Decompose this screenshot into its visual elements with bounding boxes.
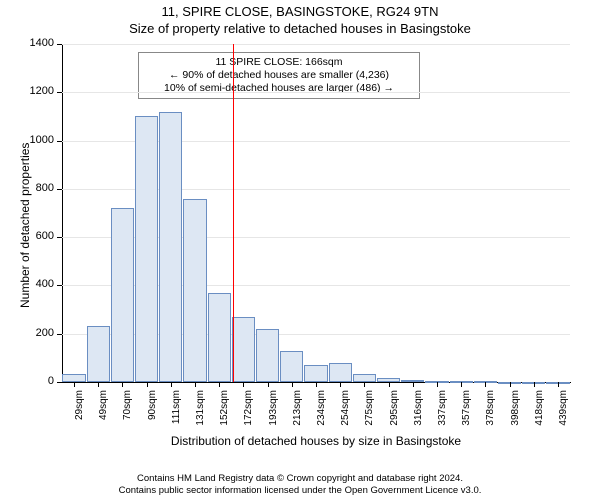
x-tick-label: 193sqm [268, 390, 279, 450]
x-tick-label: 70sqm [122, 390, 133, 450]
annotation-line-3: 10% of semi-detached houses are larger (… [145, 82, 413, 95]
annotation-line-2: ← 90% of detached houses are smaller (4,… [145, 69, 413, 82]
x-tick [243, 382, 244, 387]
footer: Contains HM Land Registry data © Crown c… [0, 473, 600, 496]
histogram-bar [304, 365, 327, 382]
y-tick [57, 92, 62, 93]
footer-line-1: Contains HM Land Registry data © Crown c… [0, 473, 600, 484]
x-tick [147, 382, 148, 387]
histogram-bar [135, 116, 158, 382]
x-tick-label: 131sqm [195, 390, 206, 450]
x-tick-label: 111sqm [171, 390, 182, 450]
x-tick [558, 382, 559, 387]
x-tick-label: 90sqm [147, 390, 158, 450]
y-tick-label: 400 [22, 278, 54, 290]
x-tick-label: 418sqm [534, 390, 545, 450]
x-tick [413, 382, 414, 387]
x-tick [98, 382, 99, 387]
x-tick-label: 337sqm [437, 390, 448, 450]
y-tick-label: 200 [22, 327, 54, 339]
page-title: 11, SPIRE CLOSE, BASINGSTOKE, RG24 9TN [0, 0, 600, 19]
gridline [62, 44, 570, 45]
x-tick [292, 382, 293, 387]
x-tick [268, 382, 269, 387]
x-tick [340, 382, 341, 387]
histogram-bar [87, 326, 110, 382]
x-tick [195, 382, 196, 387]
chart-container: { "title_main": "11, SPIRE CLOSE, BASING… [0, 0, 600, 500]
histogram-bar [183, 199, 206, 382]
x-tick-label: 213sqm [292, 390, 303, 450]
x-tick-label: 29sqm [74, 390, 85, 450]
histogram-bar [232, 317, 255, 382]
histogram-bar [353, 374, 376, 382]
y-tick-label: 1400 [22, 37, 54, 49]
histogram-bar [111, 208, 134, 382]
x-tick [74, 382, 75, 387]
x-tick-label: 152sqm [219, 390, 230, 450]
x-tick [510, 382, 511, 387]
x-tick [364, 382, 365, 387]
y-tick [57, 141, 62, 142]
x-tick [219, 382, 220, 387]
x-tick [461, 382, 462, 387]
page-subtitle: Size of property relative to detached ho… [0, 19, 600, 36]
x-tick-label: 254sqm [340, 390, 351, 450]
y-tick [57, 382, 62, 383]
x-tick [316, 382, 317, 387]
x-tick-label: 398sqm [510, 390, 521, 450]
y-tick-label: 1000 [22, 134, 54, 146]
y-tick [57, 334, 62, 335]
x-tick-label: 357sqm [461, 390, 472, 450]
marker-line [233, 44, 234, 382]
x-tick [171, 382, 172, 387]
histogram-bar [159, 112, 182, 382]
x-tick [485, 382, 486, 387]
y-tick [57, 237, 62, 238]
gridline [62, 92, 570, 93]
histogram-bar [329, 363, 352, 382]
x-tick-label: 275sqm [364, 390, 375, 450]
annotation-line-1: 11 SPIRE CLOSE: 166sqm [145, 56, 413, 69]
y-tick [57, 44, 62, 45]
footer-line-2: Contains public sector information licen… [0, 485, 600, 496]
x-tick-label: 316sqm [413, 390, 424, 450]
x-tick [437, 382, 438, 387]
x-tick-label: 49sqm [98, 390, 109, 450]
x-tick-label: 172sqm [243, 390, 254, 450]
y-tick-label: 0 [22, 375, 54, 387]
x-tick-label: 439sqm [558, 390, 569, 450]
y-tick [57, 189, 62, 190]
histogram-bar [62, 374, 85, 382]
histogram-bar [256, 329, 279, 382]
y-tick-label: 600 [22, 230, 54, 242]
histogram-bar [208, 293, 231, 382]
x-tick [534, 382, 535, 387]
histogram-bar [280, 351, 303, 382]
y-tick [57, 285, 62, 286]
x-tick [122, 382, 123, 387]
x-tick [389, 382, 390, 387]
y-tick-label: 1200 [22, 85, 54, 97]
y-tick-label: 800 [22, 182, 54, 194]
x-tick-label: 295sqm [389, 390, 400, 450]
x-tick-label: 234sqm [316, 390, 327, 450]
x-tick-label: 378sqm [485, 390, 496, 450]
